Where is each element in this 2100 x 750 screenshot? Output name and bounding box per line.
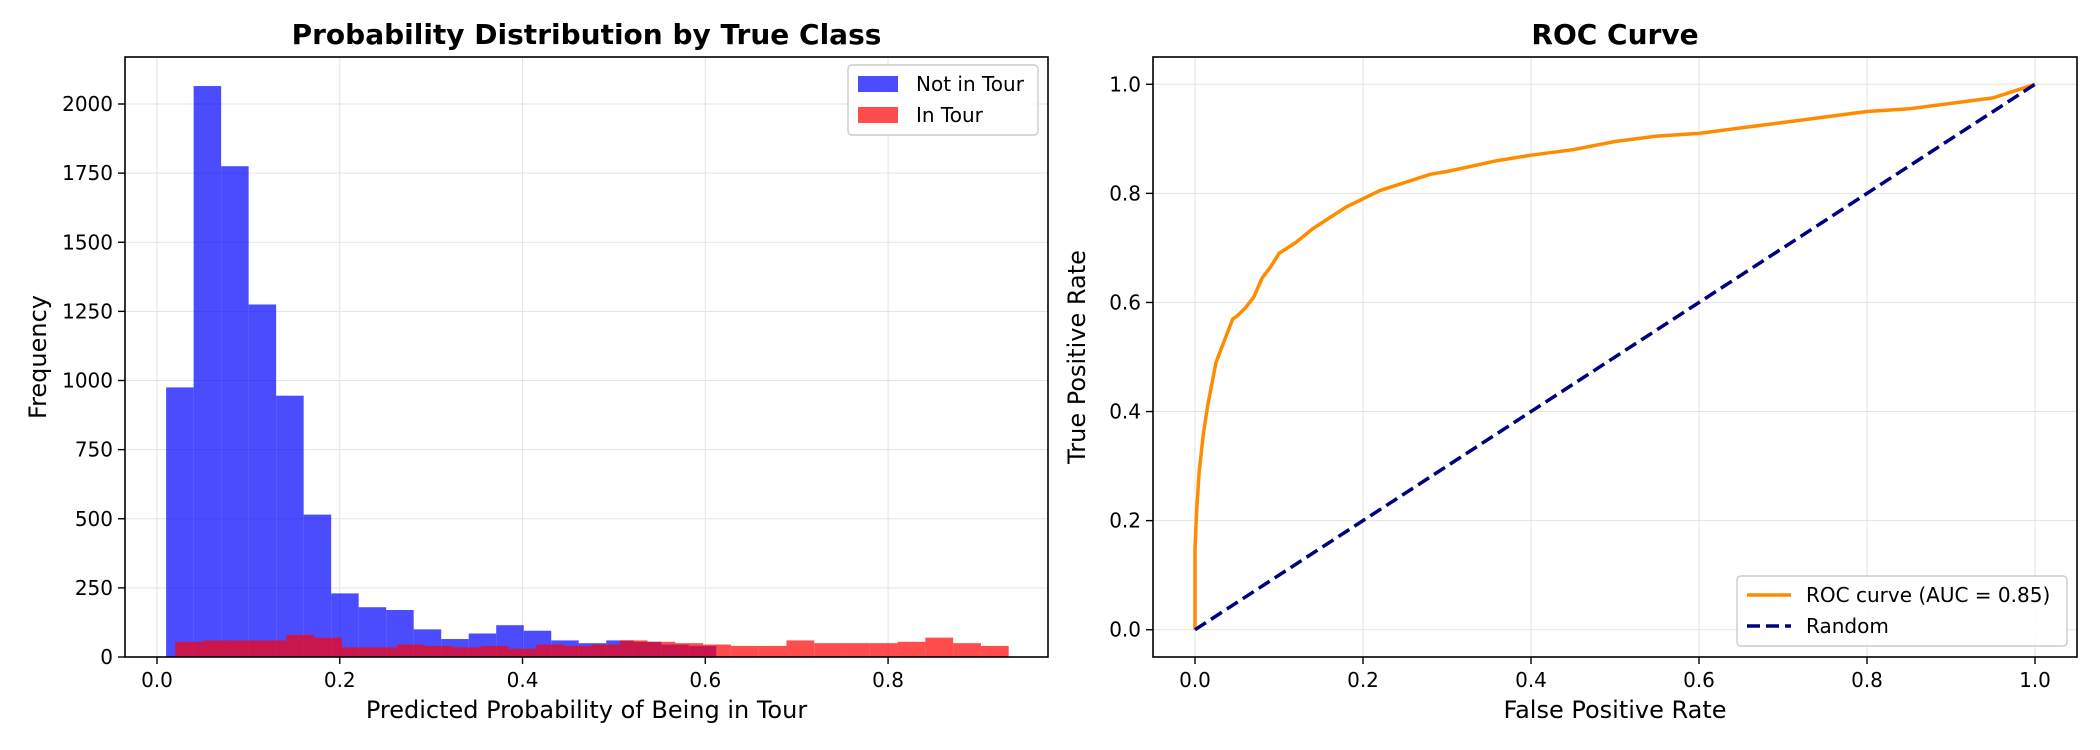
x-axis-label: Predicted Probability of Being in Tour [366, 696, 808, 724]
x-tick-label: 0.6 [689, 668, 721, 692]
x-tick-label: 0.8 [872, 668, 904, 692]
in-tour-bar [897, 641, 926, 657]
not-in-tour-bar [221, 166, 249, 657]
x-tick-label: 0.4 [507, 668, 539, 692]
y-tick-label: 0.8 [1109, 181, 1141, 205]
in-tour-bar [814, 643, 843, 657]
not-in-tour-bar [248, 304, 277, 657]
y-tick-label: 500 [75, 507, 113, 531]
in-tour-bar [369, 647, 398, 657]
in-tour-bar [758, 645, 787, 657]
legend: Not in Tour In Tour [847, 64, 1039, 136]
in-tour-bar [842, 643, 870, 657]
in-tour-bar [286, 634, 315, 657]
not-in-tour-bar [303, 514, 332, 657]
x-axis-label: False Positive Rate [1503, 696, 1726, 724]
chart-title: Probability Distribution by True Class [292, 18, 882, 51]
in-tour-bar [203, 640, 231, 657]
in-tour-bar [869, 643, 898, 657]
in-tour-bar [480, 645, 509, 657]
in-tour-bar [453, 647, 481, 657]
in-tour-bar [425, 645, 454, 657]
in-tour-bar [980, 645, 1009, 657]
in-tour-bar [230, 640, 259, 657]
y-tick-label: 1500 [62, 230, 113, 254]
not-in-tour-bar [276, 395, 304, 657]
in-tour-bar [730, 645, 759, 657]
in-tour-bar [786, 640, 815, 657]
x-tick-label: 0.2 [1347, 668, 1379, 692]
y-tick-label: 0.4 [1109, 400, 1141, 424]
legend-swatch [858, 107, 898, 123]
plot-frame [1152, 56, 2078, 658]
plot-frame [124, 56, 1049, 658]
chart-title: ROC Curve [1531, 18, 1698, 51]
in-tour-bar [591, 644, 620, 657]
in-tour-bar [675, 643, 704, 657]
x-tick-label: 0.2 [324, 668, 356, 692]
y-tick-label: 250 [75, 576, 113, 600]
in-tour-bar [564, 645, 592, 657]
not-in-tour-bar [166, 387, 194, 657]
not-in-tour-bar [193, 86, 222, 658]
in-tour-bar [703, 644, 731, 657]
roc-panel: 0.0 0.2 0.4 0.6 0.8 1.0 0.0 0.2 0.4 0.6 0.8 1.0 ROC … [1063, 18, 2078, 724]
random-baseline-line [1194, 82, 2036, 632]
legend-box [1736, 575, 2068, 647]
x-tick-label: 0.4 [1515, 668, 1547, 692]
y-tick-label: 0.2 [1109, 509, 1141, 533]
in-tour-bar [508, 648, 537, 657]
legend: ROC curve (AUC = 0.85) Random [1736, 575, 2068, 647]
y-tick-label: 1250 [62, 299, 113, 323]
x-tick-label: 0.6 [1683, 668, 1715, 692]
y-tick-label: 0.0 [1109, 618, 1141, 642]
in-tour-bar [258, 640, 287, 657]
x-tick-label: 1.0 [2019, 668, 2051, 692]
y-tick-label: 1.0 [1109, 72, 1141, 96]
y-axis-label: Frequency [24, 295, 52, 419]
in-tour-bar [925, 637, 954, 657]
y-tick-label: 0.6 [1109, 290, 1141, 314]
x-tick-label: 0.0 [1179, 668, 1211, 692]
y-tick-label: 1000 [62, 369, 113, 393]
legend-label: Random [1806, 614, 1889, 638]
in-tour-bar [175, 641, 204, 657]
legend-label: ROC curve (AUC = 0.85) [1806, 583, 2050, 607]
in-tour-bar [953, 643, 981, 657]
y-tick-label: 0 [100, 645, 113, 669]
y-tick-label: 1750 [62, 161, 113, 185]
y-axis-label: True Positive Rate [1063, 250, 1091, 465]
x-tick-label: 0.8 [1851, 668, 1883, 692]
y-tick-label: 750 [75, 438, 113, 462]
roc-curve-line [1193, 82, 2036, 630]
in-tour-bar [647, 641, 676, 657]
histogram-panel: 0.0 0.2 0.4 0.6 0.8 0 250 500 750 1000 1250 1500 175… [24, 18, 1049, 724]
y-tick-label: 2000 [62, 92, 113, 116]
in-tour-bar [314, 637, 342, 657]
x-tick-label: 0.0 [141, 668, 173, 692]
in-tour-bar [619, 640, 648, 657]
legend-swatch [858, 76, 898, 92]
in-tour-bar [341, 647, 370, 657]
in-tour-bar [397, 644, 426, 657]
legend-label: In Tour [916, 103, 984, 127]
in-tour-bar [536, 644, 565, 657]
legend-label: Not in Tour [916, 72, 1025, 96]
